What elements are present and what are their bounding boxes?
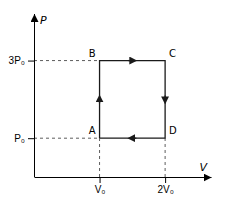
x-tick-label: V₀ bbox=[95, 184, 106, 195]
y-axis-label: P bbox=[40, 14, 47, 27]
direction-arrow bbox=[164, 95, 165, 100]
y-tick: 3P₀ bbox=[9, 55, 34, 66]
guide-line bbox=[34, 60, 100, 61]
plot-area bbox=[34, 61, 165, 177]
y-tick-mark bbox=[28, 61, 34, 62]
guide-line bbox=[165, 138, 166, 177]
y-tick: P₀ bbox=[14, 133, 34, 144]
x-axis-line bbox=[35, 177, 212, 178]
guide-line bbox=[34, 138, 100, 139]
direction-arrow bbox=[99, 98, 100, 103]
x-axis: V₀ 2V₀ bbox=[35, 177, 212, 195]
point-label: B bbox=[89, 48, 96, 59]
y-tick-label: 3P₀ bbox=[9, 55, 25, 66]
y-axis-line bbox=[34, 14, 35, 177]
x-axis-label: V bbox=[199, 161, 208, 174]
point-label: C bbox=[169, 48, 176, 59]
y-tick-mark bbox=[28, 138, 34, 139]
y-axis: P₀ 3P₀ bbox=[9, 14, 35, 177]
x-tick: V₀ bbox=[95, 177, 106, 195]
point-label: D bbox=[169, 125, 177, 136]
direction-arrow bbox=[131, 138, 136, 139]
x-tick-mark bbox=[100, 177, 101, 183]
x-tick: 2V₀ bbox=[157, 177, 173, 195]
chart: V₀ 2V₀ P₀ 3P₀ P V A B C D bbox=[0, 0, 225, 199]
guide-line bbox=[99, 138, 100, 177]
x-tick-label: 2V₀ bbox=[157, 184, 173, 195]
y-tick-label: P₀ bbox=[14, 133, 25, 144]
cycle-line bbox=[100, 61, 166, 139]
direction-arrow bbox=[128, 60, 133, 61]
x-tick-mark bbox=[165, 177, 166, 183]
point-label: A bbox=[89, 125, 96, 136]
